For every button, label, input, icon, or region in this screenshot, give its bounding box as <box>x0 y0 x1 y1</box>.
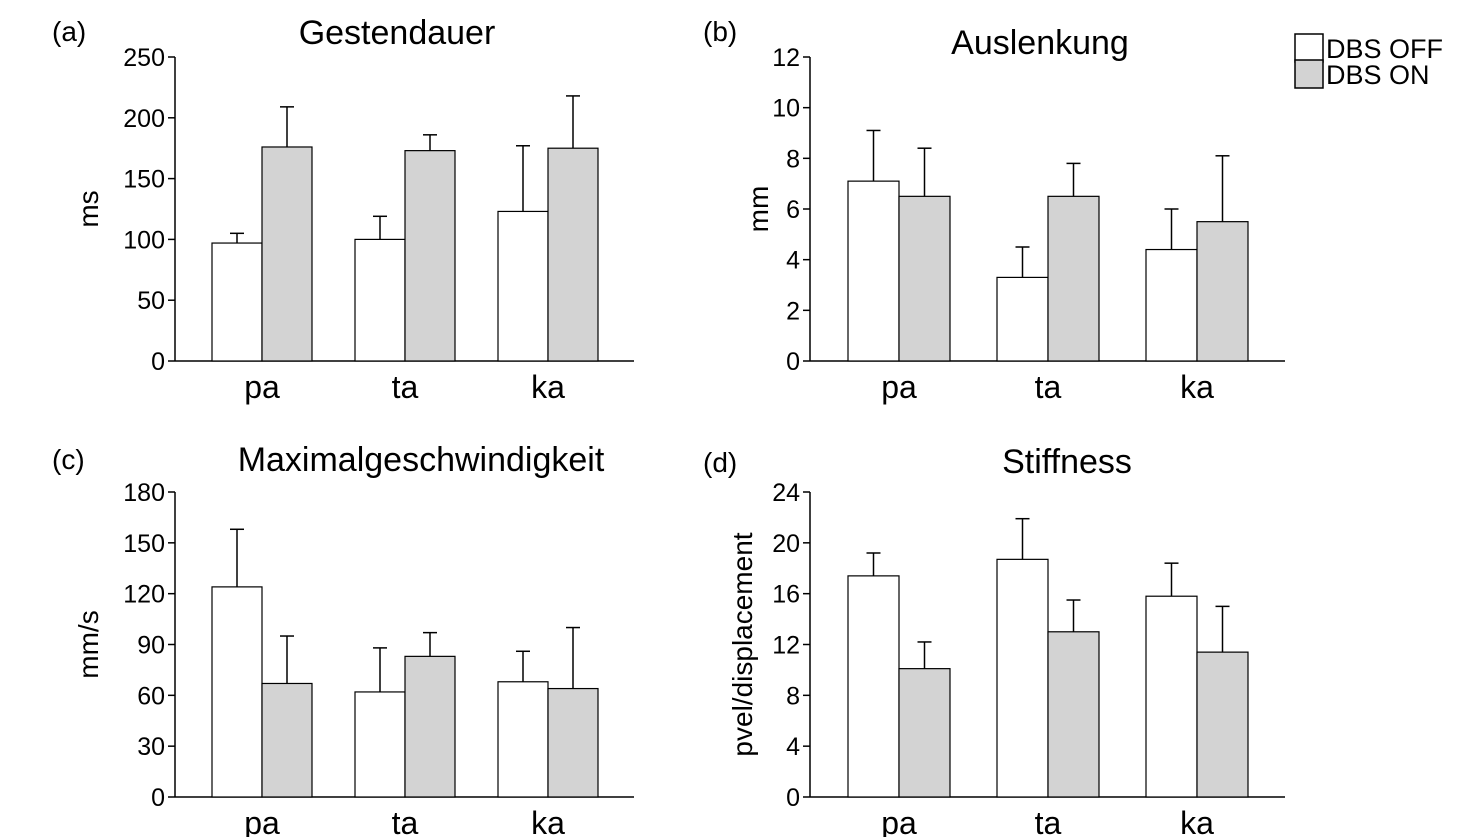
bar-ta-dbs-on <box>1047 631 1100 798</box>
y-tick-label: 150 <box>123 530 165 558</box>
legend: DBS OFF DBS ON <box>1294 33 1443 90</box>
x-category-label: ta <box>1035 369 1062 405</box>
bar-ta-dbs-off <box>354 238 406 362</box>
bar-ka-dbs-off <box>497 681 549 798</box>
bar-ta-dbs-off <box>996 558 1049 798</box>
chart-panel-3: 0 30 60 90 120 150 180 pa ta ka Maximalgeschwindig… <box>52 441 634 837</box>
y-tick-label: 30 <box>137 733 165 761</box>
chart-panel-4: 0 4 8 12 16 20 24 pa ta ka Stiffness (d) pvel/displa… <box>703 443 1285 837</box>
bar-ta-dbs-on <box>404 150 456 362</box>
y-tick-label: 50 <box>137 287 165 315</box>
y-tick-label: 200 <box>123 105 165 133</box>
y-tick-label: 8 <box>786 682 800 710</box>
bar-pa-dbs-off <box>847 180 900 362</box>
y-tick-label: 4 <box>786 247 800 275</box>
y-axis-label: ms <box>73 190 104 227</box>
bar-pa-dbs-off <box>847 575 900 798</box>
x-category-label: ta <box>392 805 419 837</box>
y-tick-label: 180 <box>123 479 165 507</box>
x-category-label: ka <box>1180 805 1214 837</box>
y-tick-label: 8 <box>786 145 800 173</box>
bar-ta-dbs-on <box>404 655 456 798</box>
y-tick-label: 2 <box>786 297 800 325</box>
chart-panel-2: 0 2 4 6 8 10 12 pa ta ka Auslenkung (b) mm <box>703 16 1285 405</box>
bar-ka-dbs-on <box>547 687 599 798</box>
legend-label-dbs-on: DBS ON <box>1326 60 1430 90</box>
y-tick-label: 0 <box>151 348 165 376</box>
x-category-label: ka <box>531 369 565 405</box>
x-category-label: pa <box>244 805 280 837</box>
x-category-label: ka <box>531 805 565 837</box>
bar-pa-dbs-on <box>261 146 313 362</box>
y-axis-label: mm <box>743 186 774 233</box>
panel-label: (d) <box>703 447 737 478</box>
y-tick-label: 250 <box>123 44 165 72</box>
chart-title: Auslenkung <box>951 24 1129 62</box>
y-tick-label: 24 <box>772 479 800 507</box>
bar-ka-dbs-off <box>1145 248 1198 362</box>
bar-ka-dbs-on <box>547 147 599 362</box>
x-category-label: pa <box>881 369 917 405</box>
chart-title: Stiffness <box>1002 443 1132 481</box>
bar-ta-dbs-off <box>996 276 1049 362</box>
x-category-label: pa <box>244 369 280 405</box>
bar-pa-dbs-on <box>261 682 313 798</box>
y-tick-label: 60 <box>137 682 165 710</box>
x-category-label: pa <box>881 805 917 837</box>
y-tick-label: 10 <box>772 95 800 123</box>
bar-ta-dbs-on <box>1047 195 1100 362</box>
y-tick-label: 90 <box>137 632 165 660</box>
chart-panel-1: 0 50 100 150 200 250 pa ta ka Gestendauer (a) ms <box>52 14 634 405</box>
bar-ka-dbs-off <box>497 210 549 362</box>
y-tick-label: 120 <box>123 581 165 609</box>
chart-title: Gestendauer <box>299 14 496 52</box>
bar-ta-dbs-off <box>354 691 406 798</box>
legend-swatch-dbs-on <box>1294 59 1324 89</box>
x-category-label: ta <box>392 369 419 405</box>
bar-ka-dbs-off <box>1145 595 1198 798</box>
y-tick-label: 0 <box>786 784 800 812</box>
bar-pa-dbs-on <box>898 668 951 798</box>
panel-label: (b) <box>703 16 737 47</box>
y-tick-label: 150 <box>123 166 165 194</box>
panel-label: (a) <box>52 16 86 47</box>
y-tick-label: 12 <box>772 44 800 72</box>
legend-swatch-dbs-off <box>1294 33 1324 63</box>
bar-ka-dbs-on <box>1196 651 1249 798</box>
legend-label-dbs-off: DBS OFF <box>1326 34 1443 64</box>
panel-label: (c) <box>52 444 85 475</box>
y-tick-label: 20 <box>772 530 800 558</box>
y-tick-label: 0 <box>151 784 165 812</box>
y-tick-label: 4 <box>786 733 800 761</box>
y-axis-label: mm/s <box>73 610 104 678</box>
y-axis-label: pvel/displacement <box>727 532 758 756</box>
bar-pa-dbs-off <box>211 242 263 362</box>
y-tick-label: 0 <box>786 348 800 376</box>
y-tick-label: 16 <box>772 581 800 609</box>
chart-title: Maximalgeschwindigkeit <box>238 441 605 479</box>
y-tick-label: 6 <box>786 196 800 224</box>
bar-ka-dbs-on <box>1196 221 1249 362</box>
x-category-label: ta <box>1035 805 1062 837</box>
bar-pa-dbs-off <box>211 586 263 798</box>
y-tick-label: 12 <box>772 632 800 660</box>
x-category-label: ka <box>1180 369 1214 405</box>
bar-pa-dbs-on <box>898 195 951 362</box>
y-tick-label: 100 <box>123 226 165 254</box>
